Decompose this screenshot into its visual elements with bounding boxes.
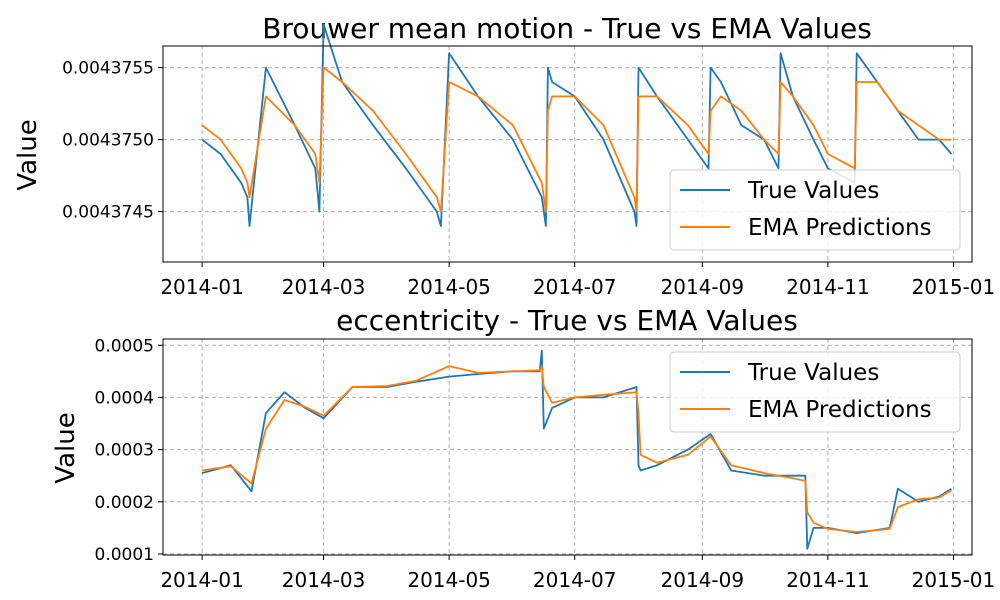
y-tick-label: 0.0043745: [62, 203, 154, 223]
x-tick-label: 2014-03: [282, 568, 366, 592]
y-tick-label: 0.0003: [95, 441, 154, 461]
x-tick-label: 2014-01: [160, 568, 244, 592]
y-tick-label: 0.0001: [95, 545, 154, 565]
x-tick-label: 2014-05: [407, 275, 491, 299]
chart-title: Brouwer mean motion - True vs EMA Values: [262, 12, 872, 45]
legend-box: [669, 169, 961, 251]
series-line-ema-predictions: [201, 66, 952, 213]
legend-label-ema: EMA Predictions: [748, 215, 932, 241]
plot-area: [162, 338, 973, 556]
legend: True Values EMA Predictions: [669, 351, 961, 433]
plot-area: [162, 45, 973, 263]
legend-label-true: True Values: [747, 178, 879, 204]
axis-ticks: 2014-01 2014-03 2014-05 2014-07 2014-09 2014-…: [95, 336, 996, 592]
series-line-true-values: [201, 23, 953, 227]
legend-label-ema: EMA Predictions: [748, 397, 932, 423]
y-tick-label: 0.0002: [95, 493, 154, 513]
y-axis-label: Value: [13, 119, 43, 190]
legend-label-true: True Values: [747, 360, 879, 386]
y-tick-label: 0.0004: [95, 388, 154, 408]
chart-title: eccentricity - True vs EMA Values: [336, 304, 798, 337]
x-tick-label: 2015-01: [912, 275, 996, 299]
x-tick-label: 2014-11: [786, 568, 870, 592]
y-tick-label: 0.0043750: [62, 131, 154, 151]
axis-ticks: 2014-01 2014-03 2014-05 2014-07 2014-09 2014-…: [62, 59, 995, 299]
series-line-ema-predictions: [201, 365, 952, 533]
series-layer: [201, 23, 953, 227]
series-layer: [201, 349, 952, 550]
x-tick-label: 2014-03: [282, 275, 366, 299]
chart-mean-motion: Brouwer mean motion - True vs EMA Values…: [13, 12, 995, 299]
x-tick-label: 2014-07: [533, 568, 617, 592]
y-tick-label: 0.0005: [95, 336, 154, 356]
y-axis-label: Value: [51, 412, 81, 483]
x-tick-label: 2014-01: [160, 275, 244, 299]
y-tick-label: 0.0043755: [62, 59, 154, 79]
x-tick-label: 2014-07: [533, 275, 617, 299]
x-tick-label: 2014-09: [661, 275, 745, 299]
x-tick-label: 2014-11: [786, 275, 870, 299]
x-tick-label: 2014-09: [661, 568, 745, 592]
x-tick-label: 2014-05: [407, 568, 491, 592]
x-tick-label: 2015-01: [912, 568, 996, 592]
legend-box: [669, 351, 961, 433]
legend: True Values EMA Predictions: [669, 169, 961, 251]
chart-eccentricity: eccentricity - True vs EMA Values Value …: [51, 304, 995, 592]
